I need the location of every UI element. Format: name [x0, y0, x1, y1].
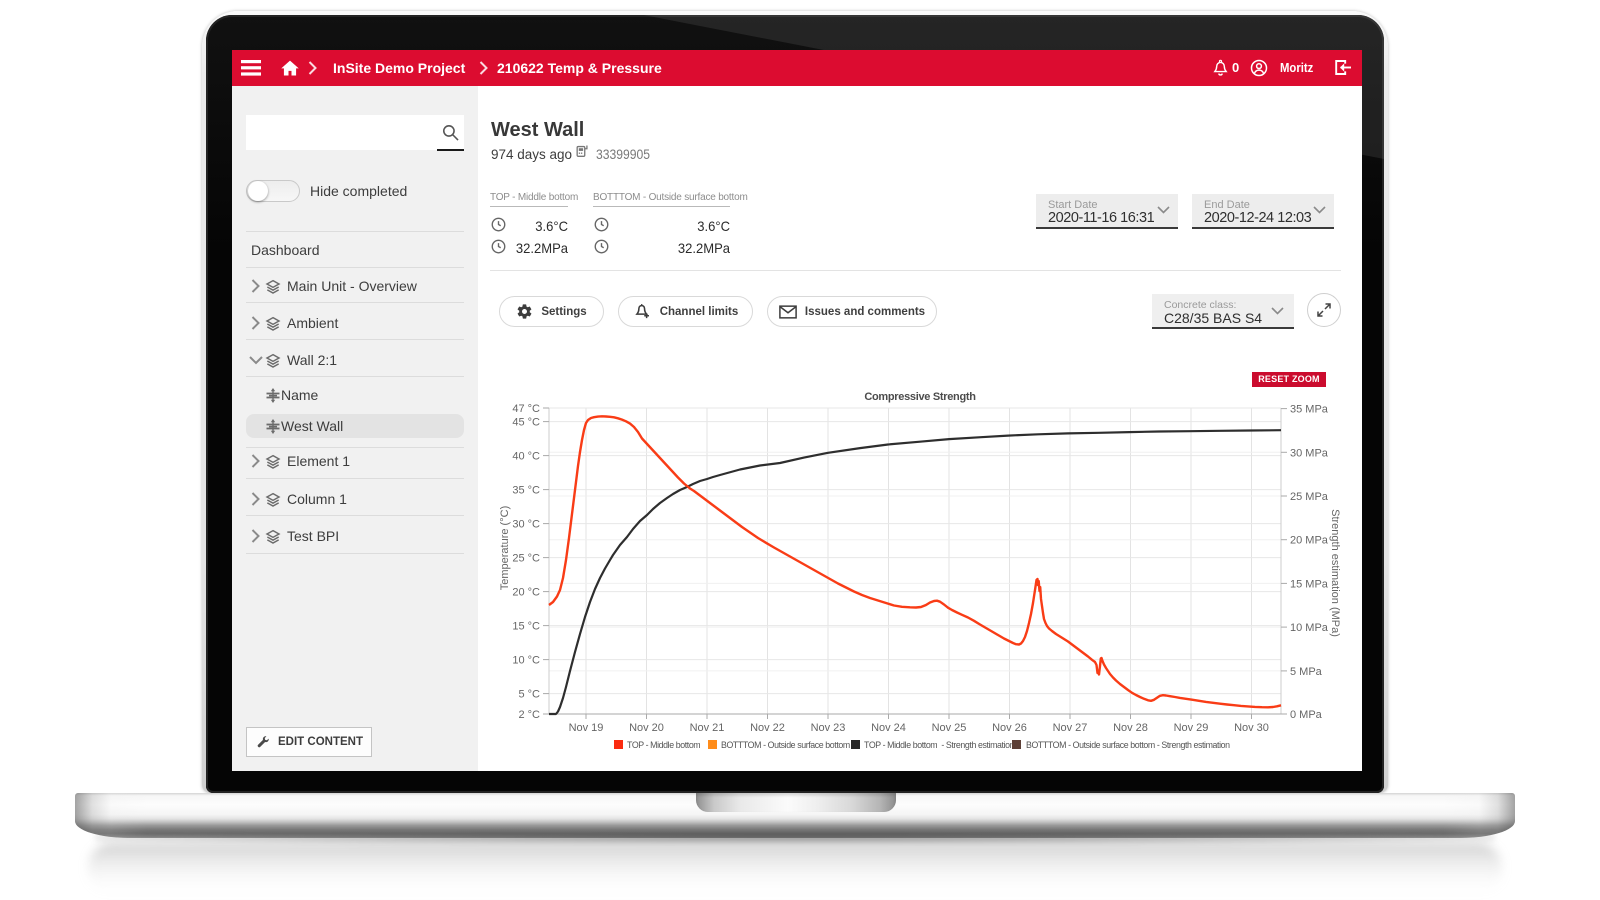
svg-text:Strength estimation (MPa): Strength estimation (MPa) — [1329, 509, 1341, 637]
svg-text:Nov 25: Nov 25 — [932, 722, 967, 734]
svg-text:0 MPa: 0 MPa — [1290, 709, 1323, 721]
svg-text:25 °C: 25 °C — [512, 553, 540, 565]
svg-text:Nov 30: Nov 30 — [1234, 722, 1269, 734]
svg-text:40 °C: 40 °C — [512, 451, 540, 463]
svg-text:Temperature (°C): Temperature (°C) — [499, 506, 511, 590]
svg-text:30 MPa: 30 MPa — [1290, 447, 1329, 459]
svg-text:15 MPa: 15 MPa — [1290, 578, 1329, 590]
svg-text:Nov 21: Nov 21 — [690, 722, 725, 734]
svg-text:Compressive Strength: Compressive Strength — [864, 391, 976, 403]
svg-text:10 °C: 10 °C — [512, 655, 540, 667]
svg-text:Nov 26: Nov 26 — [992, 722, 1027, 734]
svg-text:Nov 20: Nov 20 — [629, 722, 664, 734]
svg-text:Nov 29: Nov 29 — [1174, 722, 1209, 734]
svg-text:35 °C: 35 °C — [512, 485, 540, 497]
svg-text:Nov 24: Nov 24 — [871, 722, 906, 734]
svg-text:35 MPa: 35 MPa — [1290, 404, 1329, 416]
svg-text:5 MPa: 5 MPa — [1290, 666, 1323, 678]
svg-text:10 MPa: 10 MPa — [1290, 622, 1329, 634]
svg-text:45 °C: 45 °C — [512, 417, 540, 429]
svg-text:Nov 23: Nov 23 — [811, 722, 846, 734]
svg-text:Nov 27: Nov 27 — [1053, 722, 1088, 734]
svg-text:20 MPa: 20 MPa — [1290, 535, 1329, 547]
svg-text:30 °C: 30 °C — [512, 519, 540, 531]
svg-text:20 °C: 20 °C — [512, 587, 540, 599]
svg-text:BOTTTOM - Outside surface bott: BOTTTOM - Outside surface bottom - Stren… — [1026, 740, 1230, 750]
svg-text:Nov 28: Nov 28 — [1113, 722, 1148, 734]
svg-text:Nov 22: Nov 22 — [750, 722, 785, 734]
svg-text:2 °C: 2 °C — [518, 709, 540, 721]
svg-text:TOP - Middle bottom - Strengt: TOP - Middle bottom - Strength estimatio… — [864, 740, 1015, 750]
svg-text:15 °C: 15 °C — [512, 621, 540, 633]
svg-text:Nov 19: Nov 19 — [569, 722, 604, 734]
svg-text:25 MPa: 25 MPa — [1290, 491, 1329, 503]
svg-text:47 °C: 47 °C — [512, 403, 540, 415]
svg-text:BOTTTOM - Outside surface bott: BOTTTOM - Outside surface bottom — [721, 740, 850, 750]
svg-text:TOP - Middle bottom: TOP - Middle bottom — [627, 740, 700, 750]
svg-text:5 °C: 5 °C — [518, 689, 540, 701]
